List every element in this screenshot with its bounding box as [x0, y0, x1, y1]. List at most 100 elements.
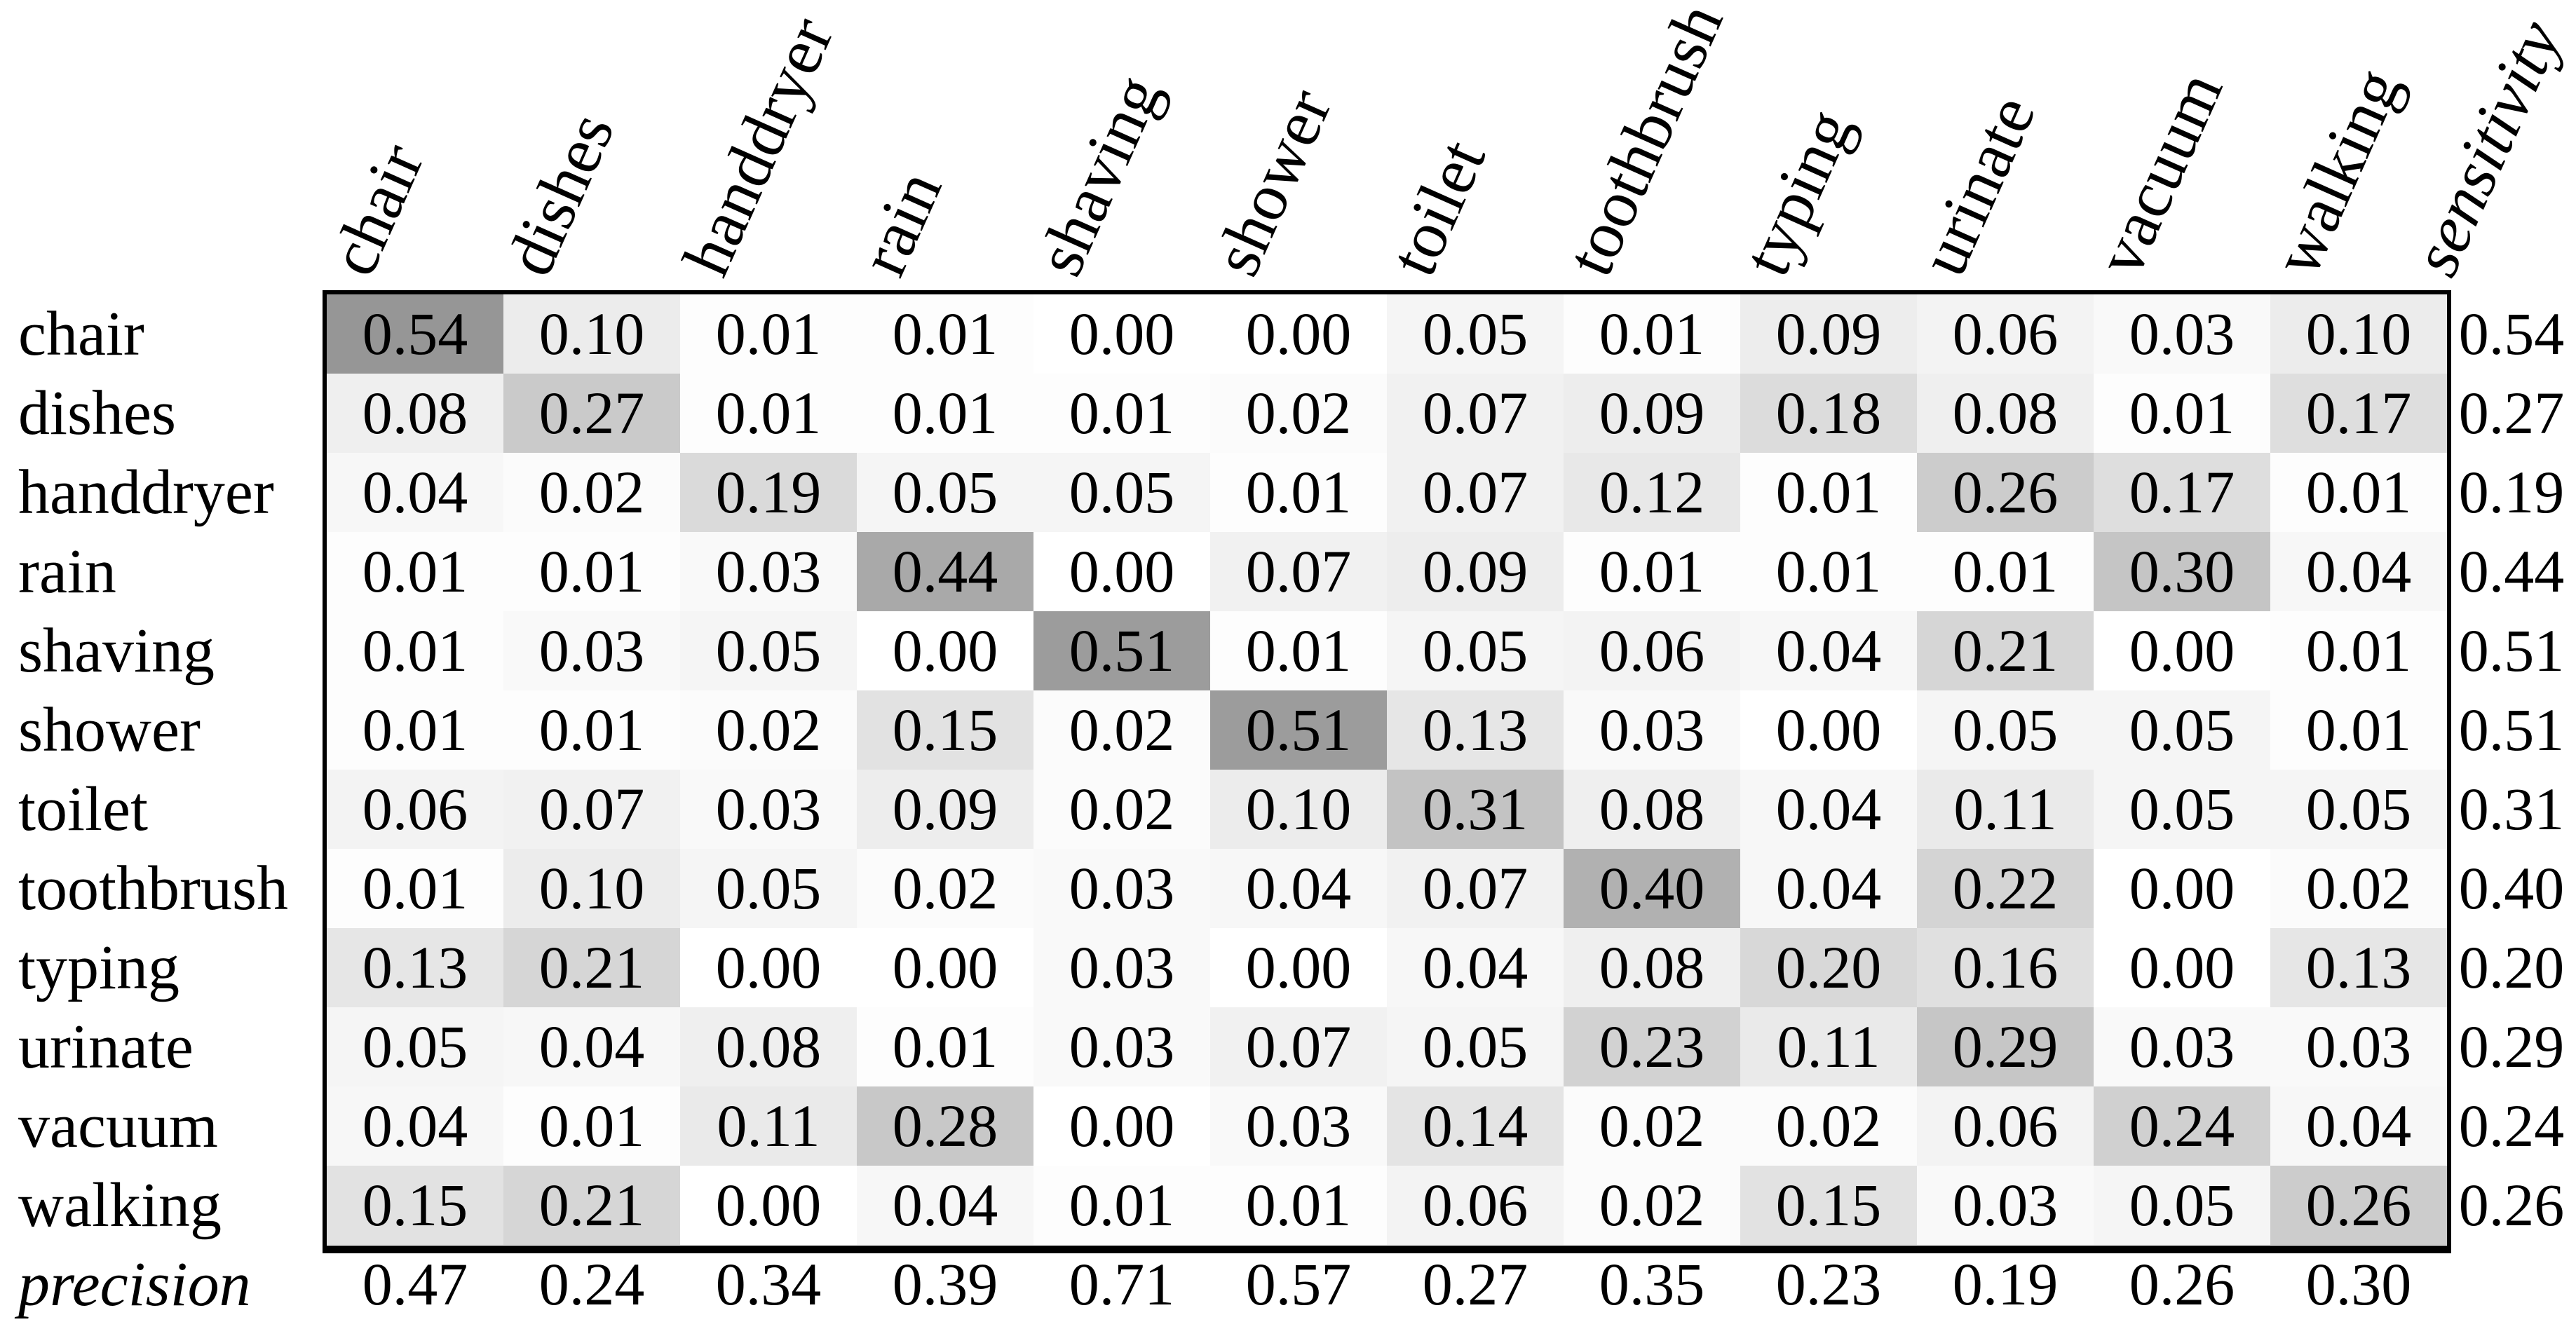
matrix-cell-handdryer-shaving: 0.05 [1033, 453, 1210, 532]
matrix-cell-typing-walking: 0.13 [2270, 928, 2447, 1007]
matrix-cell-urinate-walking: 0.03 [2270, 1007, 2447, 1086]
matrix-cell-rain-vacuum: 0.30 [2094, 532, 2270, 611]
matrix-cell-urinate-vacuum: 0.03 [2094, 1007, 2270, 1086]
precision-value-urinate: 0.19 [1952, 1250, 2059, 1318]
matrix-cell-typing-handdryer: 0.00 [680, 928, 857, 1007]
matrix-cell-shower-dishes: 0.01 [503, 690, 680, 770]
matrix-cell-urinate-handdryer: 0.08 [680, 1007, 857, 1086]
matrix-cell-rain-chair: 0.01 [327, 532, 503, 611]
matrix-cell-urinate-dishes: 0.04 [503, 1007, 680, 1086]
matrix-cell-urinate-chair: 0.05 [327, 1007, 503, 1086]
matrix-cell-dishes-handdryer: 0.01 [680, 374, 857, 453]
matrix-cell-shaving-vacuum: 0.00 [2094, 611, 2270, 690]
matrix-cell-typing-rain: 0.00 [857, 928, 1033, 1007]
matrix-cell-chair-urinate: 0.06 [1917, 294, 2094, 374]
matrix-cell-shower-typing: 0.00 [1740, 690, 1917, 770]
matrix-cell-chair-shaving: 0.00 [1033, 294, 1210, 374]
matrix-cell-handdryer-urinate: 0.26 [1917, 453, 2094, 532]
column-header-shower: shower [1198, 0, 1387, 294]
matrix-cell-rain-walking: 0.04 [2270, 532, 2447, 611]
matrix-corner-bottom-right [2447, 1245, 2576, 1324]
column-header-toilet: toilet [1374, 0, 1564, 294]
matrix-cell-toothbrush-toothbrush: 0.40 [1564, 849, 1740, 928]
matrix-cell-typing-shower: 0.00 [1210, 928, 1387, 1007]
sensitivity-value-vacuum: 0.24 [2458, 1092, 2565, 1159]
matrix-cell-rain-dishes: 0.01 [503, 532, 680, 611]
matrix-cell-urinate-shaving: 0.03 [1033, 1007, 1210, 1086]
matrix-cell-rain-toothbrush: 0.01 [1564, 532, 1740, 611]
row-label-dishes: dishes [18, 379, 176, 448]
matrix-cell-rain-handdryer: 0.03 [680, 532, 857, 611]
matrix-cell-shaving-urinate: 0.21 [1917, 611, 2094, 690]
sensitivity-value-chair: 0.54 [2458, 300, 2565, 367]
matrix-cell-toothbrush-toilet: 0.07 [1387, 849, 1564, 928]
matrix-cell-chair-walking: 0.10 [2270, 294, 2447, 374]
precision-value-walking: 0.30 [2305, 1250, 2412, 1318]
precision-value-handdryer: 0.34 [715, 1250, 822, 1318]
matrix-cell-shower-rain: 0.15 [857, 690, 1033, 770]
precision-value-chair: 0.47 [362, 1250, 468, 1318]
matrix-cell-dishes-toothbrush: 0.09 [1564, 374, 1740, 453]
matrix-cell-vacuum-vacuum: 0.24 [2094, 1086, 2270, 1166]
matrix-cell-handdryer-vacuum: 0.17 [2094, 453, 2270, 532]
matrix-cell-toothbrush-vacuum: 0.00 [2094, 849, 2270, 928]
matrix-cell-toilet-toilet: 0.31 [1387, 770, 1564, 849]
matrix-cell-handdryer-toothbrush: 0.12 [1564, 453, 1740, 532]
column-header-label: dishes [491, 102, 628, 287]
row-label-shaving: shaving [18, 616, 215, 686]
matrix-cell-typing-shaving: 0.03 [1033, 928, 1210, 1007]
matrix-cell-toilet-walking: 0.05 [2270, 770, 2447, 849]
matrix-cell-typing-chair: 0.13 [327, 928, 503, 1007]
matrix-cell-vacuum-shower: 0.03 [1210, 1086, 1387, 1166]
matrix-cell-dishes-vacuum: 0.01 [2094, 374, 2270, 453]
matrix-cell-urinate-typing: 0.11 [1740, 1007, 1917, 1086]
matrix-cell-handdryer-dishes: 0.02 [503, 453, 680, 532]
matrix-cell-rain-typing: 0.01 [1740, 532, 1917, 611]
matrix-cell-shaving-toilet: 0.05 [1387, 611, 1564, 690]
matrix-cell-handdryer-typing: 0.01 [1740, 453, 1917, 532]
matrix-cell-shower-handdryer: 0.02 [680, 690, 857, 770]
matrix-cell-urinate-toothbrush: 0.23 [1564, 1007, 1740, 1086]
column-header-vacuum: vacuum [2081, 0, 2270, 294]
matrix-cell-walking-shower: 0.01 [1210, 1166, 1387, 1245]
matrix-cell-toothbrush-chair: 0.01 [327, 849, 503, 928]
sensitivity-value-rain: 0.44 [2458, 538, 2565, 605]
matrix-cell-typing-vacuum: 0.00 [2094, 928, 2270, 1007]
matrix-cell-handdryer-chair: 0.04 [327, 453, 503, 532]
matrix-cell-shower-vacuum: 0.05 [2094, 690, 2270, 770]
matrix-cell-shaving-shaving: 0.51 [1033, 611, 1210, 690]
sensitivity-value-shaving: 0.51 [2458, 617, 2565, 684]
column-header-label: toothbrush [1551, 0, 1737, 287]
matrix-cell-vacuum-rain: 0.28 [857, 1086, 1033, 1166]
column-header-typing: typing [1728, 0, 1917, 294]
column-header-label: handdryer [667, 6, 848, 287]
matrix-cell-walking-toilet: 0.06 [1387, 1166, 1564, 1245]
matrix-cell-toothbrush-shower: 0.04 [1210, 849, 1387, 928]
matrix-cell-toothbrush-urinate: 0.22 [1917, 849, 2094, 928]
matrix-cell-toilet-shaving: 0.02 [1033, 770, 1210, 849]
matrix-cell-vacuum-handdryer: 0.11 [680, 1086, 857, 1166]
matrix-cell-toothbrush-typing: 0.04 [1740, 849, 1917, 928]
row-label-typing: typing [18, 933, 180, 1002]
matrix-corner [0, 0, 327, 294]
matrix-cell-dishes-typing: 0.18 [1740, 374, 1917, 453]
column-header-label: walking [2258, 57, 2415, 287]
matrix-cell-dishes-dishes: 0.27 [503, 374, 680, 453]
matrix-cell-chair-chair: 0.54 [327, 294, 503, 374]
sensitivity-value-toothbrush: 0.40 [2458, 854, 2565, 922]
matrix-cell-typing-toilet: 0.04 [1387, 928, 1564, 1007]
matrix-cell-rain-urinate: 0.01 [1917, 532, 2094, 611]
sensitivity-value-handdryer: 0.19 [2458, 458, 2565, 526]
matrix-cell-shower-shower: 0.51 [1210, 690, 1387, 770]
matrix-cell-rain-rain: 0.44 [857, 532, 1033, 611]
column-header-handdryer: handdryer [667, 0, 857, 294]
matrix-cell-shower-walking: 0.01 [2270, 690, 2447, 770]
matrix-cell-dishes-rain: 0.01 [857, 374, 1033, 453]
precision-value-vacuum: 0.26 [2129, 1250, 2235, 1318]
matrix-cell-toilet-shower: 0.10 [1210, 770, 1387, 849]
matrix-cell-shaving-rain: 0.00 [857, 611, 1033, 690]
column-header-label: typing [1728, 98, 1866, 287]
column-header-chair: chair [314, 0, 503, 294]
row-label-urinate: urinate [18, 1012, 194, 1082]
